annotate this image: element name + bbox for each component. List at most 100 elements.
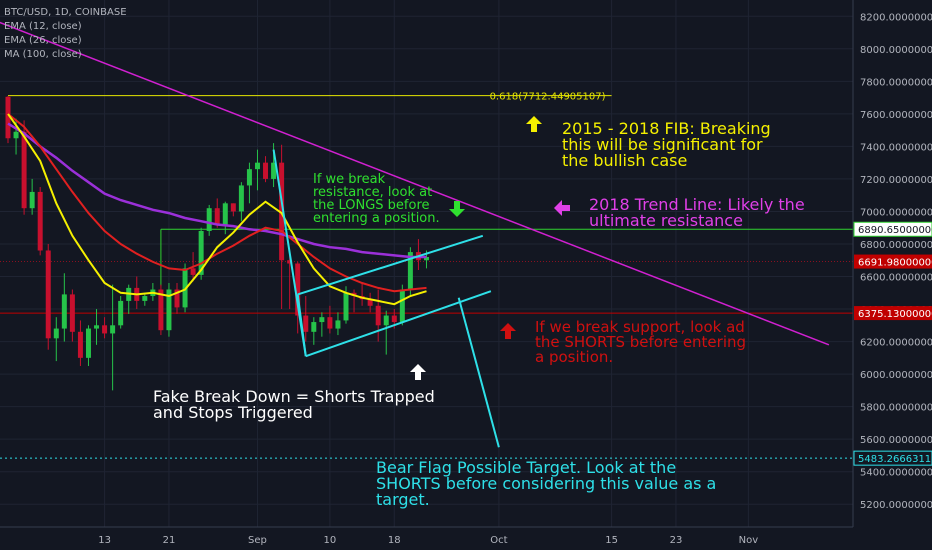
time-tick-label: 18 — [388, 535, 401, 546]
price-tick-label: 7400.00000000 — [860, 142, 932, 153]
price-tick-label: 5600.00000000 — [860, 435, 932, 446]
candle-up — [94, 325, 100, 329]
candle-up — [118, 300, 124, 326]
candle-up — [110, 325, 116, 334]
candle-up — [271, 162, 277, 179]
price-axis[interactable]: 5200.00000000 5400.00000000 5600.00000000 5… — [852, 0, 932, 550]
indicator-ma100[interactable]: MA (100, close) — [4, 49, 82, 60]
time-tick-label: 23 — [670, 535, 683, 546]
flag-base — [296, 294, 307, 357]
price-tick-label: 5200.00000000 — [860, 500, 932, 511]
trend-annotation: 2018 Trend Line: Likely the ultimate res… — [589, 195, 805, 230]
candle-down — [174, 289, 180, 308]
candle-up — [399, 289, 405, 323]
fib-annotation: 2015 - 2018 FIB: Breaking this will be s… — [562, 119, 771, 170]
time-tick-label: 10 — [324, 535, 337, 546]
candle-up — [383, 315, 389, 326]
candle-down — [327, 317, 333, 329]
symbol-line[interactable]: BTC/USD, 1D, COINBASE — [4, 7, 127, 18]
fib-label: 0.618(7712.44905107) — [490, 92, 606, 103]
price-tag-label: 6691.98000000 — [858, 258, 932, 269]
candle-down — [45, 250, 51, 339]
price-tick-label: 8000.00000000 — [860, 45, 932, 56]
target-projection — [457, 297, 500, 448]
flag-upper-line — [297, 234, 484, 296]
candle-up — [53, 328, 59, 339]
resistance-arrow-icon — [449, 201, 465, 217]
candle-down — [69, 294, 75, 332]
trend-line — [0, 21, 830, 346]
time-tick-label: Sep — [248, 535, 267, 546]
grid — [0, 0, 853, 527]
drawings[interactable] — [0, 16, 830, 448]
indicator-ema12[interactable]: EMA (12, close) — [4, 21, 82, 32]
resistance-annotation: If we break resistance, look at the LONG… — [313, 172, 440, 226]
candle-down — [287, 260, 293, 264]
candle-down — [190, 268, 196, 275]
candle-up — [254, 162, 260, 170]
chart-legend: BTC/USD, 1D, COINBASE EMA (12, close) EM… — [4, 6, 127, 62]
price-tick-label: 6200.00000000 — [860, 338, 932, 349]
arrows — [410, 116, 570, 380]
candle-down — [158, 289, 164, 331]
fib-arrow-icon — [526, 116, 542, 132]
price-tag — [853, 450, 932, 466]
candle-up — [311, 322, 317, 332]
candle-down — [279, 162, 285, 261]
ma100-line — [7, 122, 427, 259]
price-tick-label: 7800.00000000 — [860, 77, 932, 88]
candle-down — [230, 203, 236, 212]
candle-down — [37, 191, 43, 251]
price-tick-label: 7200.00000000 — [860, 175, 932, 186]
time-tick-label: 15 — [605, 535, 618, 546]
price-tag — [854, 254, 932, 269]
candles[interactable] — [5, 95, 429, 391]
candle-up — [142, 296, 148, 301]
price-tick-label: 5400.00000000 — [860, 468, 932, 479]
candle-down — [263, 162, 269, 179]
candle-up — [343, 292, 349, 321]
time-tick-label: Nov — [739, 535, 759, 546]
price-tick-label: 5800.00000000 — [860, 403, 932, 414]
time-tick-label: Oct — [490, 535, 507, 546]
candle-up — [13, 131, 19, 139]
candle-down — [295, 263, 301, 316]
time-tick-label: 13 — [98, 535, 111, 546]
support-arrow-icon — [500, 323, 516, 339]
price-tag-label: 6890.65000000 — [858, 225, 932, 236]
candle-up — [222, 203, 228, 225]
candle-down — [214, 208, 220, 225]
price-tag — [854, 306, 932, 321]
price-tick-label: 6600.00000000 — [860, 273, 932, 284]
candle-up — [61, 294, 67, 329]
candle-up — [85, 328, 91, 358]
time-axis[interactable]: 13 21 Sep 10 18 Oct 15 23 Nov — [0, 526, 853, 546]
moving-averages — [7, 113, 427, 306]
ema12-line — [7, 113, 427, 306]
candle-down — [21, 131, 27, 209]
candle-down — [375, 305, 381, 326]
candle-down — [303, 315, 309, 332]
candle-down — [5, 96, 11, 139]
candle-up — [198, 230, 204, 275]
candle-up — [319, 317, 325, 323]
fake-breakdown-annotation: Fake Break Down = Shorts Trapped and Sto… — [153, 387, 435, 422]
candle-up — [206, 208, 212, 231]
candle-up — [246, 169, 252, 186]
candle-up — [238, 185, 244, 212]
candle-down — [367, 299, 373, 306]
price-tick-label: 6000.00000000 — [860, 370, 932, 381]
support-annotation: If we break support, look ad the SHORTS … — [535, 318, 747, 366]
candle-up — [335, 320, 341, 329]
price-tick-label: 7000.00000000 — [860, 207, 932, 218]
candle-up — [166, 289, 172, 331]
time-tick-label: 21 — [163, 535, 176, 546]
price-tick-label: 6800.00000000 — [860, 240, 932, 251]
price-tick-label: 7600.00000000 — [860, 110, 932, 121]
candle-up — [407, 252, 413, 290]
price-tick-label: 8200.00000000 — [860, 12, 932, 23]
candle-down — [102, 325, 108, 334]
indicator-ema26[interactable]: EMA (26, close) — [4, 35, 82, 46]
fake-breakdown-arrow-icon — [410, 364, 426, 380]
